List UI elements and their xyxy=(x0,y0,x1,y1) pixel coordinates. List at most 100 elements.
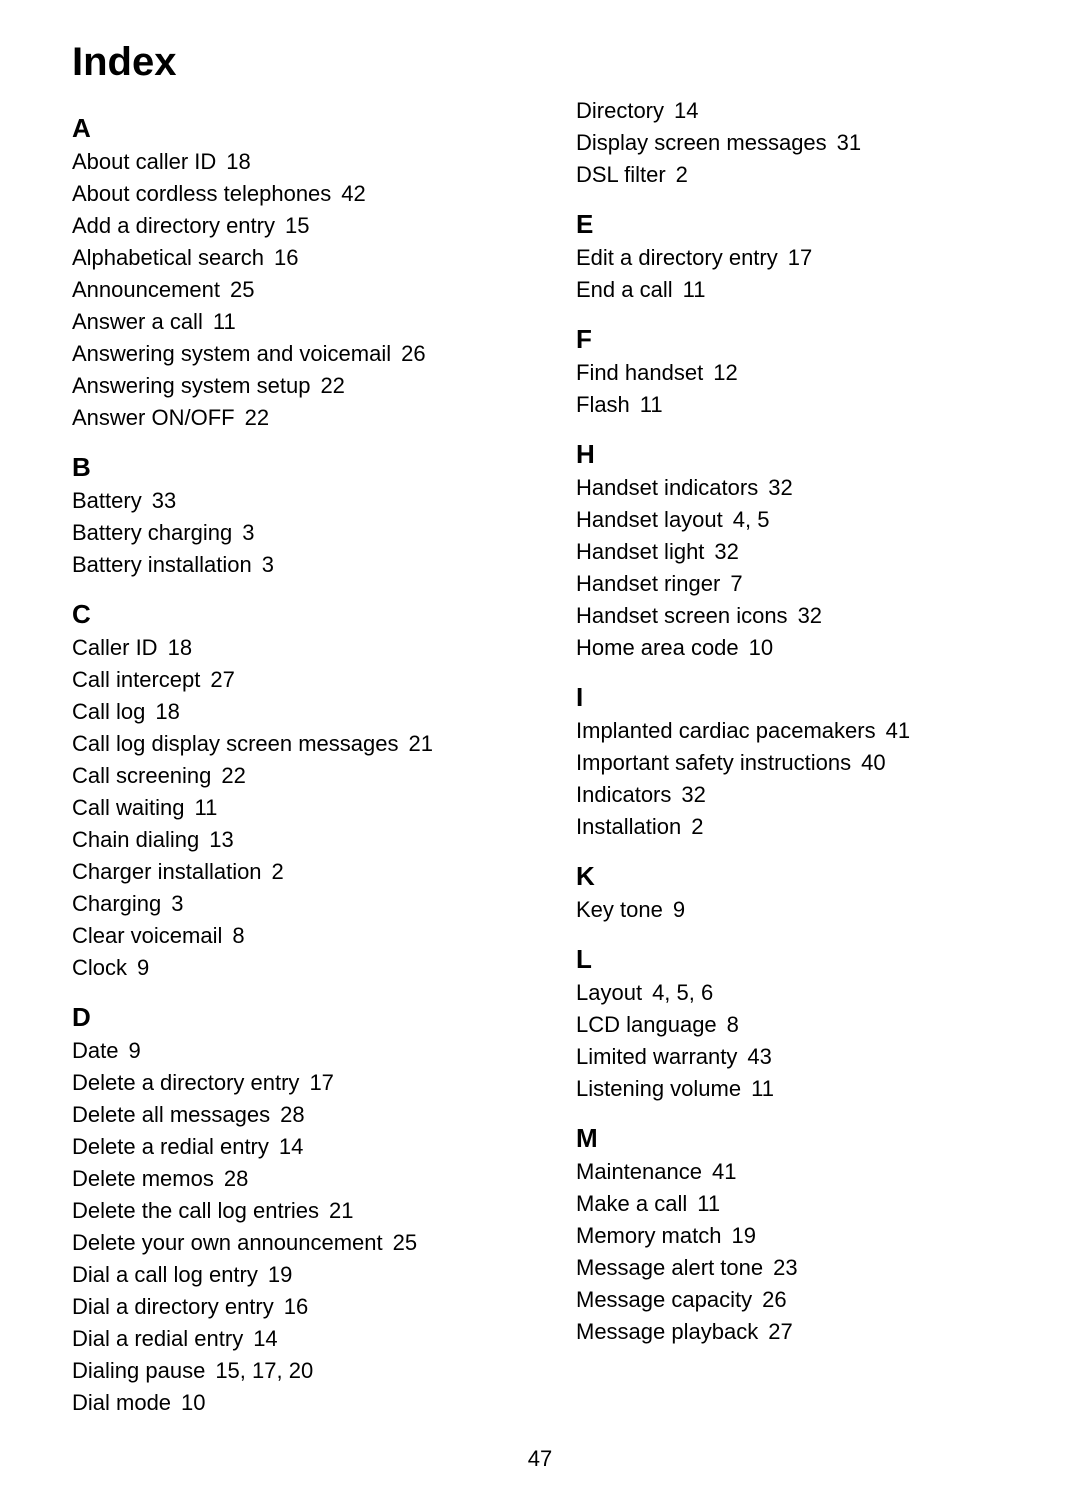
index-entry: Answer a call 11 xyxy=(72,306,516,338)
entry-label: Answering system setup xyxy=(72,373,310,398)
entry-pages: 16 xyxy=(274,245,298,270)
entry-pages: 32 xyxy=(798,603,822,628)
entry-label: Listening volume xyxy=(576,1076,741,1101)
index-entry: Call log display screen messages21 xyxy=(72,728,516,760)
index-entry: Battery installation3 xyxy=(72,549,516,581)
entry-label: Home area code xyxy=(576,635,739,660)
index-entry: Call waiting 11 xyxy=(72,792,516,824)
entry-pages: 32 xyxy=(768,475,792,500)
index-section: EEdit a directory entry17End a call11 xyxy=(576,209,1020,306)
entry-pages: 11 xyxy=(751,1076,774,1101)
index-entry: Dial a call log entry19 xyxy=(72,1259,516,1291)
entry-pages: 22 xyxy=(320,373,344,398)
index-entry: Delete memos28 xyxy=(72,1163,516,1195)
index-entry: Delete a redial entry14 xyxy=(72,1131,516,1163)
entry-pages: 17 xyxy=(788,245,812,270)
entry-label: Flash xyxy=(576,392,630,417)
entry-pages: 8 xyxy=(727,1012,739,1037)
index-entry: Home area code10 xyxy=(576,632,1020,664)
section-letter: D xyxy=(72,1002,516,1033)
entry-label: Call log xyxy=(72,699,145,724)
entry-label: Message playback xyxy=(576,1319,758,1344)
index-page: Index AAbout caller ID18About cordless t… xyxy=(0,0,1080,1512)
index-entry: Find handset 12 xyxy=(576,357,1020,389)
entry-pages: 23 xyxy=(773,1255,797,1280)
entry-label: Answer a call xyxy=(72,309,203,334)
index-entry: Handset light32 xyxy=(576,536,1020,568)
entry-pages: 14 xyxy=(253,1326,277,1351)
entry-pages: 26 xyxy=(401,341,425,366)
entry-label: Handset screen icons xyxy=(576,603,788,628)
entry-pages: 18 xyxy=(226,149,250,174)
entry-label: Directory xyxy=(576,98,664,123)
index-section: CCaller ID18Call intercept27Call log18Ca… xyxy=(72,599,516,984)
entry-label: Call waiting xyxy=(72,795,185,820)
index-entry: Answering system and voicemail 26 xyxy=(72,338,516,370)
index-entry: Clock9 xyxy=(72,952,516,984)
section-letter: F xyxy=(576,324,1020,355)
index-entry: Caller ID18 xyxy=(72,632,516,664)
entry-pages: 18 xyxy=(168,635,192,660)
entry-label: Answering system and voicemail xyxy=(72,341,391,366)
entry-pages: 7 xyxy=(730,571,742,596)
index-entry: Battery33 xyxy=(72,485,516,517)
index-entry: Important safety instructions40 xyxy=(576,747,1020,779)
entry-label: Date xyxy=(72,1038,118,1063)
index-entry: Delete all messages28 xyxy=(72,1099,516,1131)
index-entry: Edit a directory entry17 xyxy=(576,242,1020,274)
entry-label: About caller ID xyxy=(72,149,216,174)
section-letter: A xyxy=(72,113,516,144)
index-entry: Dial a redial entry 14 xyxy=(72,1323,516,1355)
entry-label: Important safety instructions xyxy=(576,750,851,775)
index-entry: Layout4, 5, 6 xyxy=(576,977,1020,1009)
index-entry: Call intercept 27 xyxy=(72,664,516,696)
index-entry: Dial a directory entry16 xyxy=(72,1291,516,1323)
entry-label: Delete a directory entry xyxy=(72,1070,299,1095)
entry-label: Charging xyxy=(72,891,161,916)
entry-label: Dial a redial entry xyxy=(72,1326,243,1351)
entry-label: End a call xyxy=(576,277,673,302)
entry-pages: 9 xyxy=(137,955,149,980)
entry-label: Announcement xyxy=(72,277,220,302)
index-entry: LCD language8 xyxy=(576,1009,1020,1041)
entry-pages: 11 xyxy=(213,309,236,334)
entry-label: Call intercept xyxy=(72,667,200,692)
entry-label: Find handset xyxy=(576,360,703,385)
entry-pages: 16 xyxy=(284,1294,308,1319)
entry-label: Clear voicemail xyxy=(72,923,222,948)
index-entry: Call log18 xyxy=(72,696,516,728)
index-entry: Message capacity26 xyxy=(576,1284,1020,1316)
section-letter: B xyxy=(72,452,516,483)
index-entry: Date9 xyxy=(72,1035,516,1067)
index-entry: Message alert tone23 xyxy=(576,1252,1020,1284)
index-section: AAbout caller ID18About cordless telepho… xyxy=(72,113,516,434)
entry-label: Message capacity xyxy=(576,1287,752,1312)
entry-pages: 11 xyxy=(195,795,218,820)
index-entry: Answer ON/OFF22 xyxy=(72,402,516,434)
section-letter: L xyxy=(576,944,1020,975)
entry-pages: 43 xyxy=(747,1044,771,1069)
index-entry: About caller ID 18 xyxy=(72,146,516,178)
entry-pages: 17 xyxy=(309,1070,333,1095)
entry-label: Call log display screen messages xyxy=(72,731,399,756)
index-entry: Chain dialing13 xyxy=(72,824,516,856)
entry-label: Key tone xyxy=(576,897,663,922)
index-section: LLayout4, 5, 6LCD language8Limited warra… xyxy=(576,944,1020,1105)
index-columns: AAbout caller ID18About cordless telepho… xyxy=(72,95,1020,1433)
entry-label: Handset indicators xyxy=(576,475,758,500)
index-entry: Charger installation2 xyxy=(72,856,516,888)
entry-pages: 21 xyxy=(329,1198,353,1223)
entry-label: Chain dialing xyxy=(72,827,199,852)
index-entry: Directory 14 xyxy=(576,95,1020,127)
index-entry: Battery charging3 xyxy=(72,517,516,549)
entry-pages: 12 xyxy=(713,360,737,385)
entry-label: Delete the call log entries xyxy=(72,1198,319,1223)
entry-label: Handset ringer xyxy=(576,571,720,596)
index-section: HHandset indicators32Handset layout4, 5H… xyxy=(576,439,1020,664)
entry-label: Charger installation xyxy=(72,859,262,884)
entry-pages: 27 xyxy=(210,667,234,692)
entry-label: Dial mode xyxy=(72,1390,171,1415)
entry-pages: 14 xyxy=(674,98,698,123)
entry-pages: 22 xyxy=(245,405,269,430)
entry-label: Installation xyxy=(576,814,681,839)
